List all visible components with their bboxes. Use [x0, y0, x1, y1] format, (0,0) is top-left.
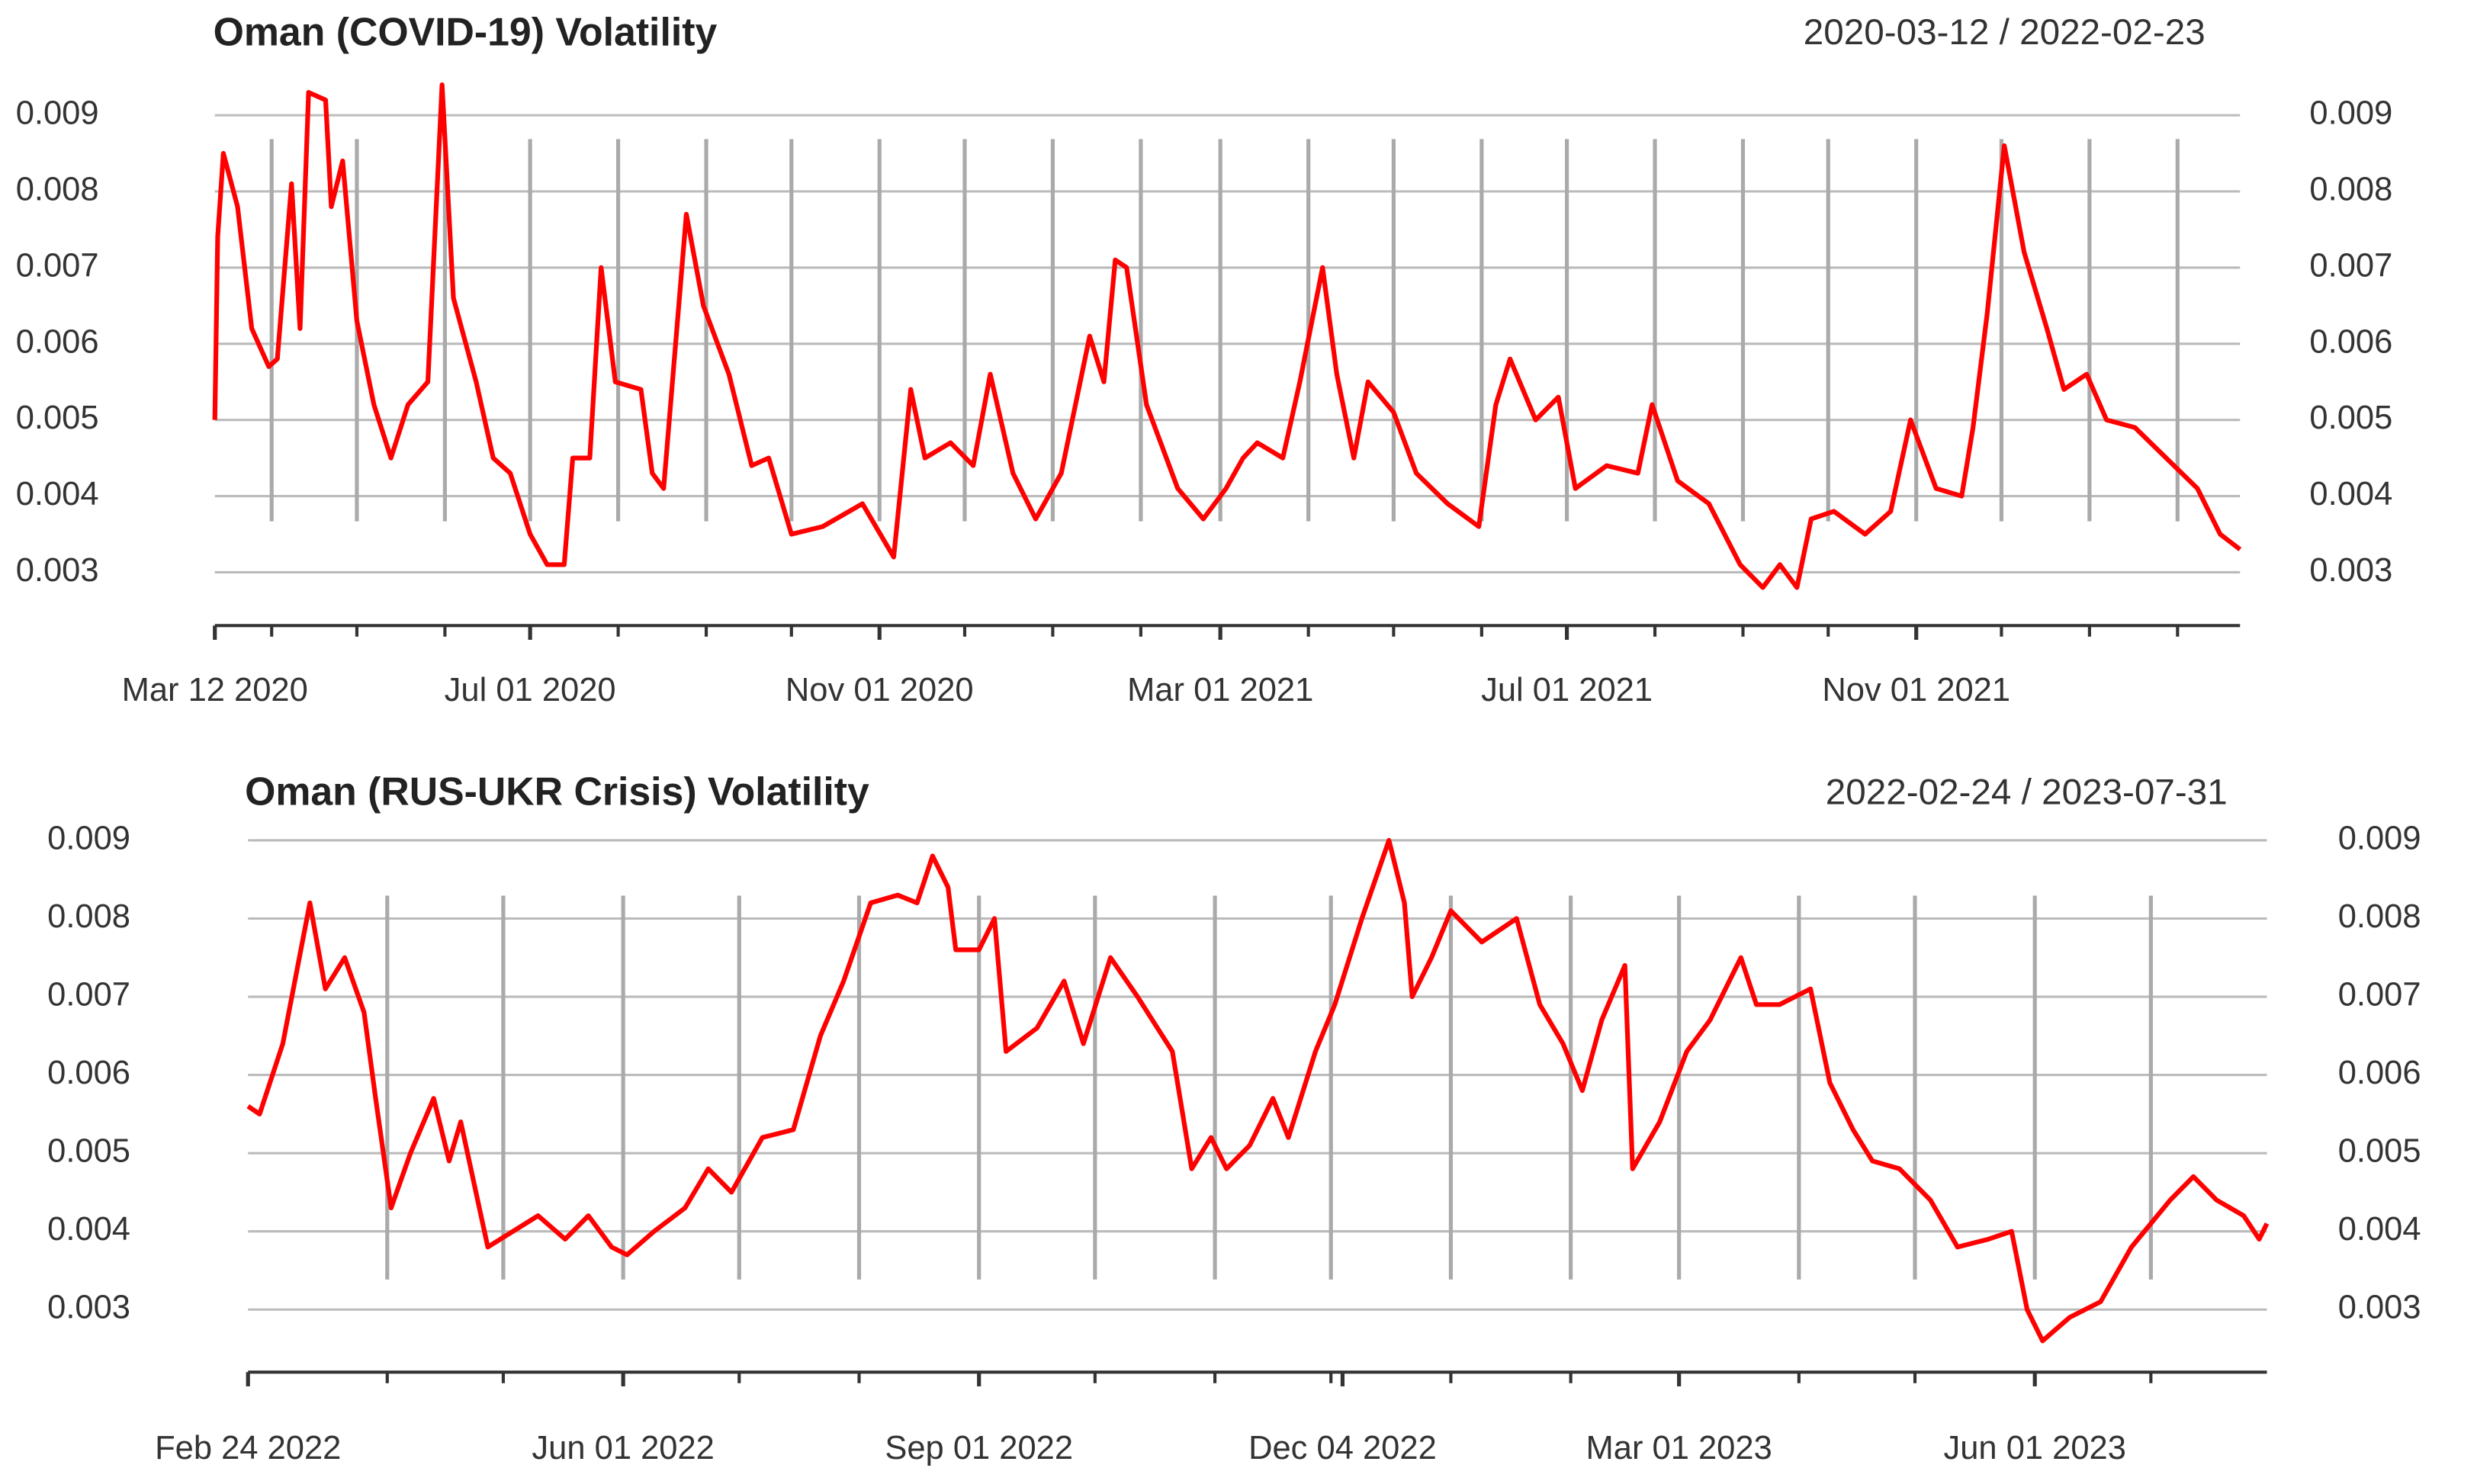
x-tick-label: Mar 01 2021: [1127, 672, 1313, 708]
volatility-line: [212, 82, 2242, 590]
y-tick-label-right: 0.005: [2309, 400, 2392, 436]
y-tick-label: 0.007: [47, 977, 130, 1013]
y-tick-label-right: 0.009: [2309, 95, 2392, 132]
y-tick-label-right: 0.007: [2338, 977, 2421, 1013]
y-tick-label: 0.008: [16, 171, 99, 207]
date-range: 2022-02-24 / 2023-07-31: [1826, 773, 2228, 813]
x-tick-label: Sep 01 2022: [885, 1430, 1073, 1466]
y-tick-label: 0.008: [47, 898, 130, 935]
x-tick-label: Jul 01 2020: [445, 672, 616, 708]
y-tick-label-right: 0.004: [2338, 1211, 2421, 1248]
y-tick-label: 0.004: [16, 476, 99, 512]
y-tick-label-right: 0.003: [2338, 1290, 2421, 1326]
y-tick-label: 0.007: [16, 247, 99, 284]
y-tick-label-right: 0.006: [2309, 323, 2392, 360]
y-tick-label: 0.006: [16, 323, 99, 360]
y-tick-label-right: 0.009: [2338, 820, 2421, 856]
chart-title: Oman (COVID-19) Volatility: [214, 9, 718, 53]
x-tick-label: Mar 01 2023: [1586, 1430, 1772, 1466]
y-tick-label: 0.009: [47, 820, 130, 856]
y-tick-label-right: 0.006: [2338, 1055, 2421, 1091]
y-tick-label-right: 0.007: [2309, 247, 2392, 284]
date-range: 2020-03-12 / 2022-02-23: [1804, 12, 2206, 53]
y-tick-label-right: 0.004: [2309, 476, 2392, 512]
y-tick-label: 0.003: [16, 552, 99, 589]
x-tick-label: Dec 04 2022: [1248, 1430, 1437, 1466]
x-tick-label: Feb 24 2022: [155, 1430, 341, 1466]
y-tick-label-right: 0.005: [2338, 1133, 2421, 1170]
y-tick-label-right: 0.003: [2309, 552, 2392, 589]
y-tick-label: 0.004: [47, 1211, 130, 1248]
volatility-line: [246, 837, 2270, 1344]
y-tick-label: 0.009: [16, 95, 99, 132]
x-tick-label: Jul 01 2021: [1481, 672, 1653, 708]
y-tick-label: 0.005: [47, 1133, 130, 1170]
x-tick-label: Mar 12 2020: [122, 672, 308, 708]
y-tick-label: 0.003: [47, 1290, 130, 1326]
y-tick-label-right: 0.008: [2309, 171, 2392, 207]
x-tick-label: Jun 01 2022: [532, 1430, 714, 1466]
x-tick-label: Nov 01 2020: [786, 672, 974, 708]
y-tick-label-right: 0.008: [2338, 898, 2421, 935]
y-tick-label: 0.005: [16, 400, 99, 436]
x-tick-label: Jun 01 2023: [1943, 1430, 2125, 1466]
x-tick-label: Nov 01 2021: [1822, 672, 2010, 708]
y-tick-label: 0.006: [47, 1055, 130, 1091]
chart-title: Oman (RUS-UKR Crisis) Volatility: [245, 769, 869, 814]
